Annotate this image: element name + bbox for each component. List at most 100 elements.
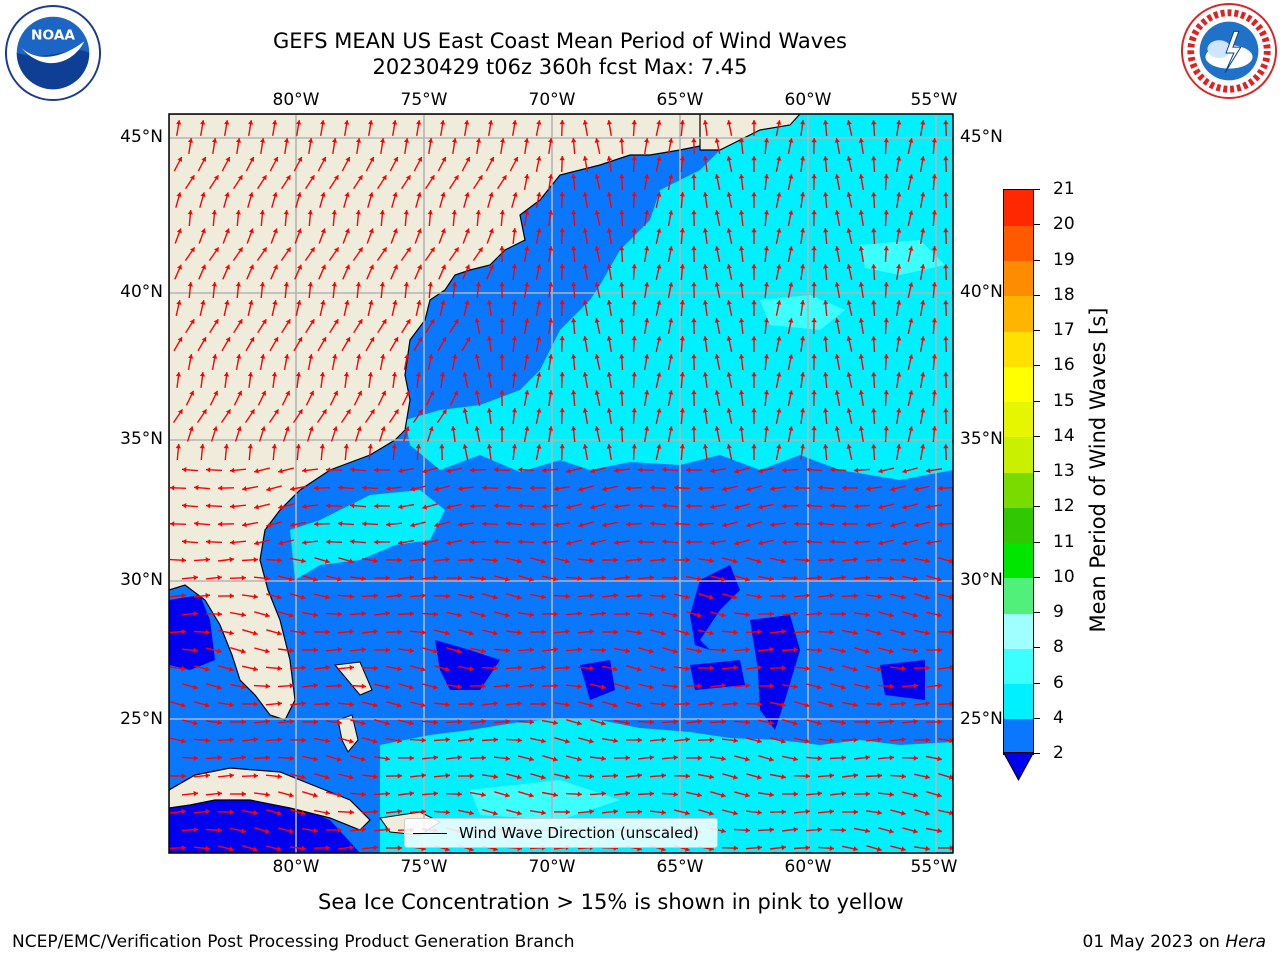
wave-direction-arrowhead bbox=[524, 174, 530, 179]
wave-direction-arrowhead bbox=[206, 503, 211, 509]
wave-direction-arrowhead bbox=[517, 629, 522, 636]
wave-direction-arrowhead bbox=[896, 336, 902, 341]
wave-direction-arrowhead bbox=[458, 521, 463, 528]
wave-direction-arrowhead bbox=[235, 282, 242, 287]
wave-direction-arrowhead bbox=[702, 336, 709, 341]
wave-direction-arrowhead bbox=[451, 210, 457, 215]
wave-direction-arrowhead bbox=[799, 372, 806, 377]
wave-direction-arrowhead bbox=[439, 372, 446, 377]
wave-direction-arrowhead bbox=[589, 665, 594, 671]
wave-direction-arrowhead bbox=[338, 485, 343, 491]
wave-direction-arrowhead bbox=[289, 576, 294, 582]
wave-direction-arrowhead bbox=[668, 390, 674, 395]
wave-direction-arrowhead bbox=[295, 444, 301, 449]
lon-label-bottom-65w: 65°W bbox=[656, 857, 704, 877]
wave-direction-arrowhead bbox=[793, 826, 798, 833]
wave-direction-arrowhead bbox=[829, 557, 834, 563]
wave-direction-arrowhead bbox=[307, 282, 314, 287]
wave-direction-arrowhead bbox=[262, 247, 267, 253]
wave-direction-arrowhead bbox=[733, 701, 738, 707]
wave-direction-arrowhead bbox=[379, 210, 385, 215]
wave-direction-arrowhead bbox=[511, 336, 518, 341]
wave-direction-arrowhead bbox=[858, 318, 864, 323]
wave-direction-arrowhead bbox=[732, 558, 738, 564]
wave-direction-arrowhead bbox=[325, 664, 330, 671]
wave-direction-arrowhead bbox=[625, 648, 630, 654]
wave-direction-arrowhead bbox=[674, 485, 679, 491]
wave-direction-arrowhead bbox=[883, 138, 889, 143]
wave-direction-arrowhead bbox=[912, 828, 918, 834]
wave-direction-arrowhead bbox=[793, 756, 798, 762]
wave-direction-arrowhead bbox=[865, 719, 870, 725]
ocean-lt2-patch-1 bbox=[690, 565, 740, 650]
wave-direction-arrowhead bbox=[889, 719, 894, 725]
wave-direction-arrowhead bbox=[361, 791, 366, 797]
wave-direction-arrowhead bbox=[422, 504, 427, 510]
wave-direction-arrowhead bbox=[499, 210, 505, 215]
wave-direction-arrowhead bbox=[373, 844, 378, 851]
wave-direction-arrowhead bbox=[392, 300, 398, 305]
wave-direction-arrowhead bbox=[276, 630, 282, 636]
wave-direction-arrowhead bbox=[846, 408, 852, 413]
wave-direction-arrowhead bbox=[212, 354, 218, 359]
wave-direction-arrowhead bbox=[445, 772, 450, 779]
wave-direction-arrowhead bbox=[564, 738, 570, 744]
wave-direction-arrowhead bbox=[896, 300, 902, 305]
wave-direction-arrowhead bbox=[409, 755, 414, 761]
wave-direction-arrowhead bbox=[181, 773, 186, 779]
wave-direction-arrowhead bbox=[606, 444, 612, 449]
wave-direction-arrowhead bbox=[170, 521, 175, 527]
wave-direction-arrowhead bbox=[931, 318, 937, 323]
wave-direction-arrowhead bbox=[524, 354, 530, 359]
wave-direction-arrowhead bbox=[649, 791, 654, 797]
wave-direction-arrowhead bbox=[644, 390, 650, 395]
wave-direction-arrowhead bbox=[512, 192, 518, 198]
wave-direction-arrowhead bbox=[806, 539, 811, 545]
wave-direction-arrowhead bbox=[181, 845, 186, 851]
wave-direction-arrowhead bbox=[776, 444, 782, 449]
colorbar-tick-mark bbox=[1033, 682, 1040, 684]
wave-direction-arrowhead bbox=[181, 665, 186, 672]
wave-direction-arrowhead bbox=[261, 319, 267, 325]
wave-direction-arrowhead bbox=[625, 755, 630, 761]
wave-direction-arrowhead bbox=[571, 138, 577, 143]
wave-direction-arrowhead bbox=[829, 845, 834, 851]
wave-direction-arrowhead bbox=[504, 792, 510, 798]
wave-direction-arrowhead bbox=[625, 611, 630, 617]
wave-direction-arrowhead bbox=[565, 593, 570, 599]
wave-direction-arrowhead bbox=[385, 684, 390, 690]
wave-direction-arrowhead bbox=[385, 575, 390, 581]
wave-direction-arrowhead bbox=[751, 264, 757, 269]
wave-direction-arrowhead bbox=[368, 228, 374, 234]
lon-label-bottom-70w: 70°W bbox=[528, 857, 576, 877]
wave-direction-arrowhead bbox=[177, 156, 183, 162]
colorbar-tick-label: 19 bbox=[1053, 249, 1075, 270]
wave-direction-arrowhead bbox=[668, 282, 674, 287]
wave-direction-arrowhead bbox=[296, 300, 302, 305]
wave-direction-arrowhead bbox=[368, 300, 374, 305]
wave-direction-arrowhead bbox=[925, 774, 930, 780]
wave-direction-arrowhead bbox=[273, 156, 279, 162]
wave-direction-arrowhead bbox=[702, 300, 709, 305]
wave-direction-arrowhead bbox=[834, 390, 840, 395]
wave-direction-arrowhead bbox=[559, 408, 565, 413]
wave-direction-arrowhead bbox=[188, 426, 194, 432]
wave-direction-arrowhead bbox=[799, 408, 806, 413]
wave-direction-arrowhead bbox=[817, 610, 822, 617]
wave-direction-arrowhead bbox=[606, 192, 612, 197]
wave-direction-arrowhead bbox=[920, 156, 926, 161]
wave-direction-arrowhead bbox=[931, 426, 937, 431]
wave-direction-arrowhead bbox=[348, 558, 354, 564]
wave-direction-arrowhead bbox=[420, 666, 426, 672]
wave-direction-arrowhead bbox=[656, 192, 662, 197]
wave-direction-arrowhead bbox=[529, 647, 534, 653]
wave-direction-arrowhead bbox=[410, 522, 415, 528]
wave-direction-arrowhead bbox=[433, 719, 438, 725]
wave-direction-arrowhead bbox=[841, 790, 846, 797]
wave-direction-arrowhead bbox=[237, 390, 243, 396]
wave-direction-arrowhead bbox=[656, 228, 662, 233]
wave-direction-arrowhead bbox=[763, 318, 770, 323]
wave-direction-arrowhead bbox=[302, 503, 307, 510]
wave-direction-arrowhead bbox=[913, 755, 918, 761]
wave-direction-arrowhead bbox=[349, 701, 354, 708]
